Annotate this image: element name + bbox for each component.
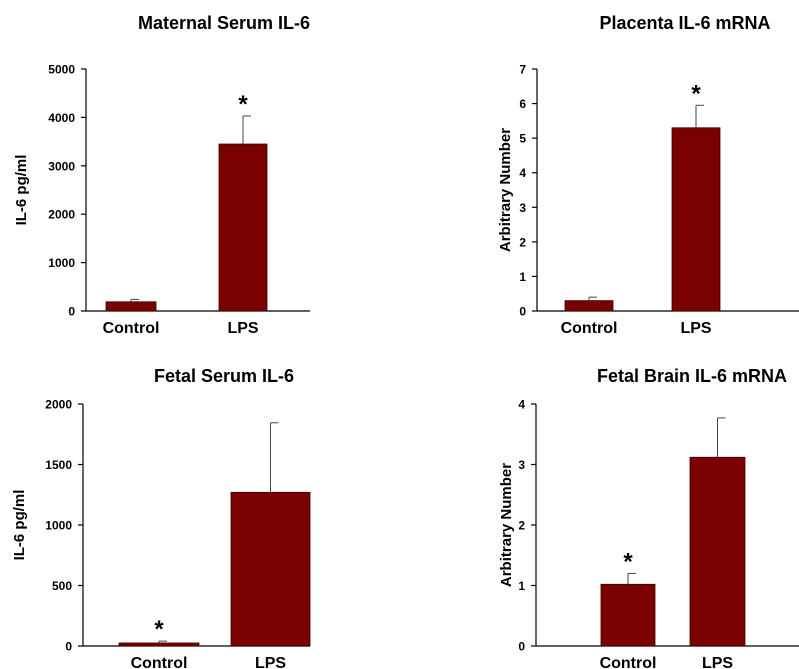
y-tick-label: 5 [519, 132, 526, 146]
y-tick-label: 0 [518, 640, 525, 654]
significance-marker: * [691, 80, 701, 107]
bar-lps [218, 143, 268, 312]
bar-lps [671, 127, 721, 312]
x-tick-label: Control [103, 320, 160, 337]
bar-control [118, 642, 200, 647]
y-tick-label: 2000 [48, 208, 75, 222]
y-tick-label: 6 [519, 97, 526, 111]
bar-lps [689, 456, 746, 647]
y-tick-label: 1500 [45, 458, 72, 472]
chart-1: Maternal Serum IL-6 IL-6 pg/ml 0 1000 2000 30… [13, 13, 310, 337]
y-tick-label: 1 [519, 270, 526, 284]
chart-title: Maternal Serum IL-6 [138, 13, 310, 33]
x-tick-label: Control [131, 655, 188, 669]
y-tick-label: 3000 [48, 159, 75, 173]
y-tick-label: 2000 [45, 398, 72, 412]
y-tick-label: 3 [519, 201, 526, 215]
chart-2: Placenta IL-6 mRNA Arbitrary Number 0 1 2 3 4 5… [497, 13, 799, 337]
chart-3: Fetal Serum IL-6 IL-6 pg/ml 0 500 1000 1500 20… [11, 366, 311, 669]
y-tick-label: 7 [519, 63, 526, 77]
y-tick-label: 0 [65, 640, 72, 654]
x-tick-label: Control [561, 320, 618, 337]
y-tick-label: 0 [68, 305, 75, 319]
chart-4: Fetal Brain IL-6 mRNA Arbitrary Number 0 1 2… [498, 366, 799, 669]
bar-control [105, 301, 157, 312]
y-tick-label: 4 [518, 398, 525, 412]
bar-control [600, 583, 656, 647]
x-tick-label: LPS [255, 655, 286, 669]
chart-title: Fetal Brain IL-6 mRNA [597, 366, 787, 386]
bar-control [564, 300, 614, 312]
bar-lps [230, 491, 311, 647]
x-tick-label: Control [600, 655, 657, 669]
y-axis-label: Arbitrary Number [497, 128, 514, 252]
x-tick-label: LPS [702, 655, 733, 669]
y-tick-label: 3 [518, 458, 525, 472]
y-tick-label: 0 [519, 305, 526, 319]
significance-marker: * [154, 616, 164, 643]
y-axis-label: IL-6 pg/ml [11, 490, 28, 561]
y-tick-label: 2 [519, 235, 526, 249]
y-axis-label: Arbitrary Number [498, 463, 515, 587]
y-tick-label: 1000 [45, 519, 72, 533]
x-tick-label: LPS [227, 320, 258, 337]
y-axis-label: IL-6 pg/ml [13, 155, 30, 226]
chart-title: Placenta IL-6 mRNA [599, 13, 770, 33]
chart-title: Fetal Serum IL-6 [154, 366, 294, 386]
significance-marker: * [623, 548, 633, 575]
y-tick-label: 2 [518, 519, 525, 533]
y-tick-label: 500 [52, 579, 72, 593]
y-tick-label: 4 [519, 166, 526, 180]
y-tick-label: 1000 [48, 256, 75, 270]
y-tick-label: 4000 [48, 111, 75, 125]
x-tick-label: LPS [680, 320, 711, 337]
y-tick-label: 5000 [48, 63, 75, 77]
significance-marker: * [238, 91, 248, 118]
y-tick-label: 1 [518, 579, 525, 593]
